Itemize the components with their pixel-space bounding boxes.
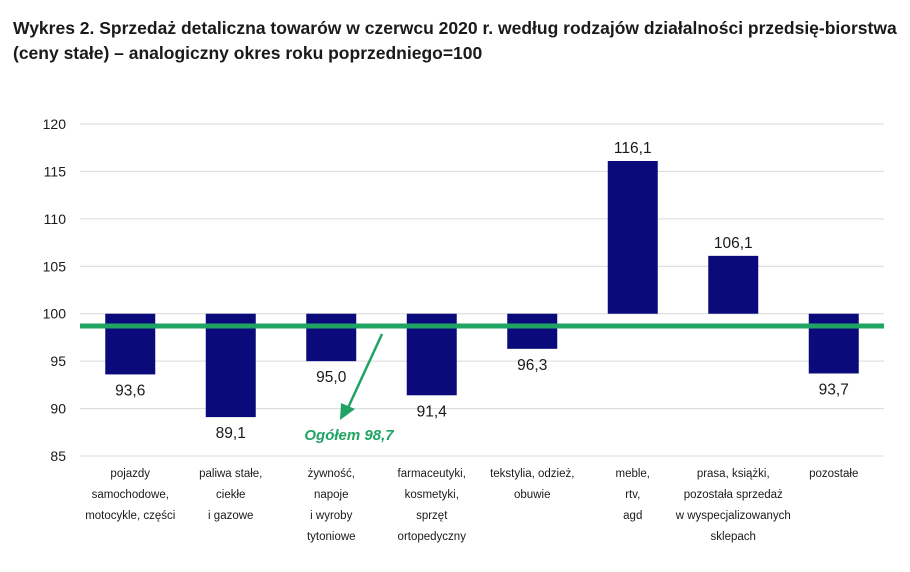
category-label: pozostałe [809,468,858,480]
category-label: sklepach [711,531,756,543]
category-label: obuwie [514,489,550,501]
category-label: motocykle, części [85,510,175,522]
bar [708,255,759,314]
category-label: tekstylia, odzież, [490,468,574,480]
data-label: 93,6 [115,382,145,399]
y-tick-label: 115 [44,163,67,179]
y-tick-label: 120 [43,116,67,132]
category-label: napoje [314,489,349,501]
y-tick-label: 90 [50,401,66,417]
y-tick-label: 100 [43,306,67,322]
category-label: i wyroby [310,510,352,522]
data-label: 93,7 [819,381,849,398]
category-label: agd [623,510,642,522]
bar [205,313,256,418]
category-label: paliwa stałe, [199,468,262,480]
data-label: 106,1 [714,235,753,252]
data-label: 116,1 [614,140,652,157]
data-label: 91,4 [417,403,448,420]
bar [507,313,558,349]
bar [105,313,156,375]
y-tick-label: 110 [44,211,67,227]
category-label: prasa, książki, [697,468,770,480]
bar [607,160,658,314]
category-label: pojazdy [110,468,150,480]
chart-title: Wykres 2. Sprzedaż detaliczna towarów w … [13,18,897,63]
data-label: 89,1 [216,425,246,442]
category-label: meble, [615,468,650,480]
category-label: ortopedyczny [398,531,467,543]
category-label: sprzęt [416,510,448,522]
category-label: żywność, [308,468,355,480]
annotation-arrow [345,333,384,411]
category-label: farmaceutyki, [398,468,466,480]
annotation-arrowhead [340,403,355,420]
bar [808,313,859,374]
data-label: 96,3 [517,357,547,374]
category-label: samochodowe, [92,489,169,501]
category-label: i gazowe [208,510,253,522]
data-label: 95,0 [316,369,347,386]
reference-label: Ogółem 98,7 [304,427,394,444]
category-label: rtv, [625,489,640,501]
category-label: pozostała sprzedaż [684,489,783,501]
category-label: w wyspecjalizowanych [675,510,791,522]
y-tick-label: 95 [50,353,66,369]
bar [306,313,357,362]
y-tick-label: 85 [50,448,66,464]
category-label: ciekłe [216,489,245,501]
category-label: kosmetyki, [405,489,459,501]
y-tick-label: 105 [43,258,67,274]
category-label: tytoniowe [307,531,356,543]
